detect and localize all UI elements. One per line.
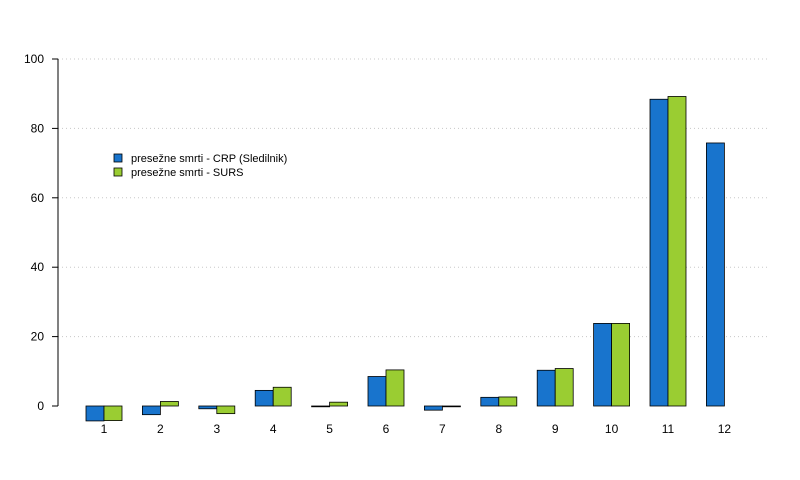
x-tick-label: 11 [662, 422, 675, 436]
legend-swatch-surs [113, 167, 123, 177]
bars [85, 96, 725, 422]
x-tick-label: 6 [383, 422, 390, 436]
bar-surs-6 [385, 369, 405, 407]
y-tick-label: 20 [31, 330, 45, 344]
x-tick-label: 4 [270, 422, 277, 436]
bar-crp-12 [706, 142, 725, 407]
bar-surs-2 [159, 401, 179, 407]
bar-surs-3 [216, 405, 236, 415]
bar-crp-6 [367, 376, 387, 407]
x-tick-label: 12 [718, 422, 732, 436]
x-tick-label: 7 [439, 422, 446, 436]
x-tick-label: 5 [326, 422, 333, 436]
x-tick-label: 3 [213, 422, 220, 436]
legend-label-crp: presežne smrti - CRP (Sledilnik) [131, 153, 287, 165]
bar-crp-9 [536, 369, 556, 407]
bar-surs-9 [554, 368, 574, 407]
bar-surs-4 [272, 386, 292, 407]
bar-crp-1 [85, 405, 105, 422]
x-tick-label: 2 [157, 422, 164, 436]
bar-crp-3 [198, 405, 218, 410]
legend: presežne smrti - CRP (Sledilnik) presežne… [113, 153, 287, 179]
legend-swatch-crp [113, 153, 123, 163]
y-tick-label: 0 [37, 399, 44, 413]
x-tick-label: 9 [552, 422, 559, 436]
bar-crp-11 [649, 98, 669, 407]
y-tick-label: 100 [24, 52, 44, 66]
bar-surs-10 [611, 323, 630, 407]
bar-surs-8 [498, 396, 518, 407]
bar-crp-7 [423, 405, 443, 411]
y-tick-label: 40 [31, 260, 45, 274]
bar-surs-1 [103, 405, 123, 421]
bar-crp-10 [593, 323, 612, 407]
y-tick-label: 60 [31, 191, 45, 205]
bar-crp-8 [480, 396, 500, 407]
x-tick-label: 1 [101, 422, 108, 436]
x-tick-label: 8 [495, 422, 502, 436]
x-axis-ticks: 1 2 3 4 5 6 7 8 9 10 11 12 [101, 422, 732, 436]
bar-crp-5 [311, 405, 331, 408]
bar-surs-7 [441, 405, 461, 408]
bar-surs-11 [667, 96, 687, 407]
bar-crp-2 [141, 405, 161, 416]
legend-label-surs: presežne smrti - SURS [131, 167, 243, 179]
x-tick-label: 10 [605, 422, 619, 436]
bar-crp-4 [254, 389, 274, 407]
y-tick-label: 80 [31, 121, 45, 135]
bar-surs-5 [329, 401, 349, 407]
y-axis: 0 20 40 60 80 100 [24, 52, 59, 413]
